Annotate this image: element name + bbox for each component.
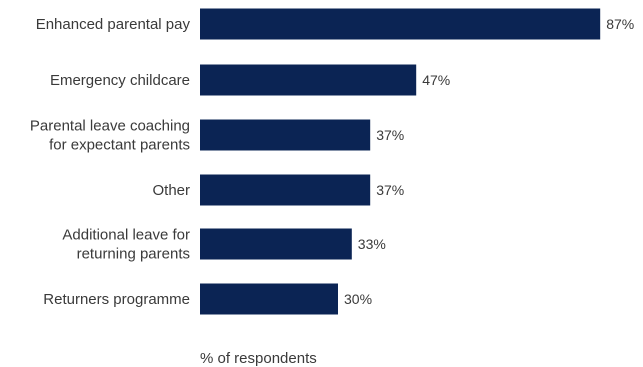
category-label-4: Additional leave for returning parents [62,227,190,263]
bar-0 [200,8,601,40]
category-label-3: Other [152,182,190,199]
bar-4 [200,228,352,260]
x-axis-title: % of respondents [200,350,317,367]
value-label-4: 33% [358,236,386,252]
bar-5 [200,283,338,315]
category-label-2: Parental leave coaching for expectant par… [30,118,190,154]
category-label-1: Emergency childcare [50,72,190,89]
value-label-2: 37% [376,127,404,143]
value-label-1: 47% [422,72,450,88]
category-label-0: Enhanced parental pay [36,16,191,33]
category-label-5: Returners programme [43,291,190,308]
value-label-0: 87% [606,16,634,32]
value-label-3: 37% [376,182,404,198]
bars-group [200,8,601,315]
category-labels-group: Enhanced parental pay Emergency childcare… [30,16,191,308]
bar-1 [200,64,417,96]
value-labels-group: 87% 47% 37% 37% 33% 30% [344,16,634,307]
bar-2 [200,119,371,151]
value-label-5: 30% [344,291,372,307]
bar-3 [200,174,371,206]
